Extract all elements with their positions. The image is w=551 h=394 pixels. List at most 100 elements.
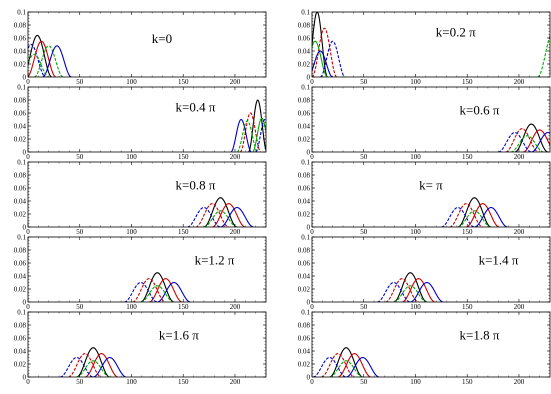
curve-4 (320, 40, 346, 77)
y-tick-label: 0.02 (14, 361, 27, 369)
curve-1 (312, 12, 328, 77)
x-tick-label: 50 (360, 303, 368, 311)
y-tick-label: 0.1 (17, 84, 26, 92)
panel-k-label: k=1.8 π (460, 327, 500, 342)
x-tick-label: 200 (514, 153, 525, 161)
x-tick-label: 200 (514, 78, 525, 86)
curves (230, 99, 266, 152)
x-tick-label: 200 (230, 78, 241, 86)
plot-frame (27, 86, 267, 153)
y-tick-label: 0 (23, 149, 27, 157)
y-tick-label: 0.1 (17, 9, 26, 17)
panel-k-label: k=1.6 π (159, 327, 199, 342)
x-tick-label: 200 (514, 378, 525, 386)
y-tick-label: 0.1 (301, 84, 310, 92)
plot-frame (311, 311, 551, 378)
y-tick-label: 0.1 (17, 234, 26, 242)
y-tick-label: 0.02 (298, 61, 311, 69)
panel-k-label: k=1.2 π (195, 252, 235, 267)
x-tick-label: 50 (76, 78, 84, 86)
curve-5 (252, 117, 266, 152)
curve-4 (236, 120, 258, 152)
curves (28, 34, 72, 77)
curve-2 (321, 353, 355, 377)
x-tick-label: 100 (410, 303, 421, 311)
x-tick-label: 0 (26, 78, 30, 86)
curve-1 (28, 34, 52, 77)
curve-2 (385, 278, 419, 302)
y-tick-label: 0.02 (14, 286, 27, 294)
curve-2 (28, 43, 46, 77)
x-tick-label: 0 (310, 378, 314, 386)
curve-2 (132, 278, 166, 302)
x-tick-label: 0 (26, 228, 30, 236)
plot-frame (27, 311, 267, 378)
curve-3 (523, 129, 550, 152)
curves (312, 347, 380, 377)
curve-2 (449, 203, 483, 227)
y-tick-label: 0.04 (14, 123, 27, 131)
y-tick-label: 0.02 (14, 211, 27, 219)
x-tick-label: 200 (230, 378, 241, 386)
x-tick-label: 150 (178, 153, 189, 161)
curve-1 (514, 123, 549, 152)
x-tick-label: 100 (410, 228, 421, 236)
y-tick-label: 0.1 (17, 309, 26, 317)
y-tick-label: 0.04 (14, 348, 27, 356)
curve-2 (195, 203, 229, 227)
curve-4 (377, 281, 411, 302)
y-tick-label: 0.04 (298, 123, 311, 131)
panel-k-label: k=0 (152, 31, 172, 46)
x-tick-label: 50 (360, 228, 368, 236)
x-tick-label: 0 (310, 228, 314, 236)
y-tick-label: 0 (307, 299, 311, 307)
x-tick-label: 200 (230, 153, 241, 161)
curve-6 (76, 360, 110, 377)
y-tick-label: 0.08 (14, 22, 27, 30)
curve-3 (148, 278, 183, 302)
curve-2 (68, 353, 102, 377)
y-tick-label: 0.06 (298, 335, 311, 343)
y-tick-label: 0.06 (14, 335, 27, 343)
panel-k-label: k= π (419, 177, 443, 192)
x-tick-label: 100 (410, 153, 421, 161)
x-tick-label: 150 (462, 303, 473, 311)
curve-1 (140, 272, 175, 302)
y-tick-label: 0.06 (298, 110, 311, 118)
x-tick-label: 50 (360, 153, 368, 161)
curves (187, 197, 254, 227)
curve-6 (510, 135, 544, 152)
y-tick-label: 0.06 (14, 260, 27, 268)
y-tick-label: 0.1 (301, 159, 310, 167)
x-tick-label: 200 (230, 228, 241, 236)
y-tick-label: 0.04 (14, 273, 27, 281)
curve-3 (212, 203, 246, 227)
y-tick-label: 0.02 (298, 136, 311, 144)
curve-4 (498, 131, 532, 152)
x-tick-label: 50 (360, 378, 368, 386)
curve-4 (187, 206, 221, 227)
curve-5 (346, 356, 380, 377)
y-tick-label: 0.06 (298, 185, 311, 193)
y-tick-label: 0.02 (298, 211, 311, 219)
x-tick-label: 100 (410, 378, 421, 386)
curve-2 (239, 112, 262, 152)
curve-3 (337, 353, 372, 377)
y-tick-label: 0.08 (298, 247, 311, 255)
curve-1 (76, 347, 110, 377)
curve-5 (474, 206, 508, 227)
x-tick-label: 0 (26, 303, 30, 311)
panel-8: 0 0.02 0.04 0.06 0.08 0.1 0 50 100 150 200 k=1.4 π (298, 234, 551, 311)
curve-1 (393, 272, 427, 302)
y-tick-label: 0 (307, 74, 311, 82)
x-tick-label: 100 (410, 78, 421, 86)
curve-1 (457, 197, 492, 227)
curve-4 (34, 45, 64, 77)
curve-1 (329, 347, 363, 377)
y-tick-label: 0.04 (298, 48, 311, 56)
curve-6 (203, 210, 238, 227)
y-tick-label: 0.1 (301, 309, 310, 317)
panel-k-label: k=0.4 π (176, 100, 216, 115)
x-tick-label: 150 (178, 378, 189, 386)
